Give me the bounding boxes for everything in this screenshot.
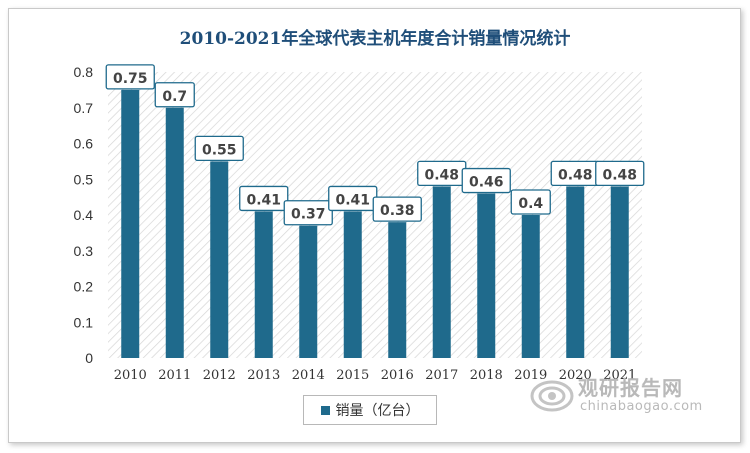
data-label-text: 0.41 [246, 192, 281, 208]
x-tick-label: 2010 [114, 368, 147, 383]
chart-title: 2010-2021年全球代表主机年度合计销量情况统计 [179, 29, 571, 49]
data-label-box [194, 135, 244, 162]
bar [432, 186, 451, 358]
watermark-domain: chinabaogao.com [580, 399, 703, 414]
legend: 销量（亿台） [303, 395, 437, 425]
bar [299, 225, 318, 358]
data-label-text: 0.41 [335, 192, 370, 208]
data-label-text: 0.7 [162, 89, 187, 105]
y-tick-label: 0.6 [74, 136, 94, 152]
data-label: 0.41 [328, 185, 378, 212]
data-label: 0.38 [372, 196, 422, 222]
x-tick-label: 2021 [603, 368, 636, 383]
data-label: 0.4 [510, 189, 551, 215]
data-label-text: 0.55 [202, 142, 237, 158]
y-tick-label: 0.5 [74, 171, 94, 187]
data-label: 0.48 [550, 160, 600, 187]
bar [388, 222, 407, 358]
data-label: 0.37 [283, 200, 333, 226]
y-tick-label: 0.3 [74, 243, 94, 259]
data-label-box [154, 82, 195, 108]
bar [254, 211, 273, 358]
data-label: 0.46 [461, 167, 511, 194]
x-tick-label: 2012 [203, 368, 236, 383]
bar [121, 89, 140, 358]
x-tick-label: 2018 [470, 368, 503, 383]
swirl-logo-icon [530, 380, 574, 412]
x-tick-label: 2017 [425, 368, 458, 383]
bar [343, 211, 362, 358]
x-tick-label: 2013 [247, 368, 280, 383]
y-tick-label: 0.4 [74, 207, 94, 223]
watermark-name: 观研报告网 [578, 376, 683, 400]
data-label-text: 0.75 [113, 71, 148, 87]
legend-label: 销量（亿台） [335, 403, 420, 419]
y-tick-label: 0.2 [74, 279, 94, 295]
data-label: 0.75 [105, 64, 155, 90]
data-label: 0.55 [194, 135, 244, 162]
data-label-text: 0.48 [602, 167, 637, 183]
watermark: 观研报告网 chinabaogao.com [530, 372, 730, 418]
data-label-box [461, 167, 511, 194]
bar [566, 186, 585, 358]
x-tick-label: 2016 [381, 368, 414, 383]
data-label-box [239, 185, 289, 212]
x-tick-label: 2014 [292, 368, 325, 383]
bar [165, 107, 184, 358]
data-label-text: 0.46 [469, 175, 504, 191]
data-label-text: 0.48 [424, 167, 459, 183]
y-tick-label: 0.7 [74, 100, 94, 116]
data-label-box [372, 196, 422, 222]
data-label-text: 0.38 [380, 203, 415, 219]
x-tick-label: 2011 [158, 368, 191, 383]
y-tick-label: 0.1 [74, 314, 94, 330]
bar [610, 186, 629, 358]
data-label: 0.48 [417, 160, 467, 187]
bar [210, 161, 229, 358]
x-tick-label: 2015 [336, 368, 369, 383]
y-tick-label: 0.8 [74, 64, 94, 80]
bar [521, 215, 540, 358]
data-label: 0.41 [239, 185, 289, 212]
data-label-box [283, 200, 333, 226]
data-label-box [595, 160, 645, 187]
x-tick-label: 2019 [514, 368, 547, 383]
data-label-box [105, 64, 155, 90]
data-label: 0.48 [595, 160, 645, 187]
y-tick-label: 0 [85, 350, 93, 366]
data-label-text: 0.37 [291, 207, 326, 223]
bar [477, 193, 496, 358]
data-label-box [510, 189, 551, 215]
data-label-text: 0.48 [558, 167, 593, 183]
data-label-text: 0.4 [518, 196, 543, 212]
legend-swatch [320, 405, 330, 415]
data-label: 0.7 [154, 82, 195, 108]
x-tick-label: 2020 [559, 368, 592, 383]
